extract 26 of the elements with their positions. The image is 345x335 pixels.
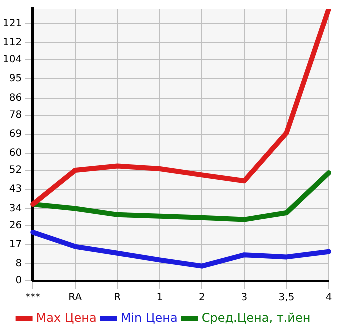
y-tick-label: 34	[9, 203, 22, 214]
y-tick-label: 112	[2, 38, 22, 49]
y-tick-label: 86	[9, 92, 22, 104]
y-tick-label: 104	[2, 54, 22, 66]
x-tick-label: R	[114, 292, 122, 304]
legend-label: Max Цена	[36, 311, 97, 326]
y-tick-label: 95	[9, 74, 22, 85]
x-tick-label: 1	[156, 292, 164, 304]
legend-label: Сред.Цена, т.йен	[202, 311, 311, 326]
y-tick-label: 52	[9, 165, 22, 176]
y-tick-label: 17	[9, 239, 22, 250]
y-tick-label: 78	[9, 110, 22, 121]
y-tick-label: 69	[9, 128, 22, 140]
y-tick-label: 60	[9, 148, 22, 160]
x-tick-label: 3,5	[278, 292, 295, 304]
x-tick-label: 2	[198, 292, 206, 304]
y-tick-label: 43	[9, 184, 22, 196]
x-tick-label: ***	[26, 292, 41, 304]
x-tick-label: 3	[241, 292, 248, 304]
y-tick-label: 121	[2, 18, 22, 30]
x-tick-label: RA	[68, 292, 82, 304]
legend-label: Min Цена	[120, 311, 178, 326]
y-tick-label: 8	[16, 258, 22, 270]
y-tick-label: 26	[9, 220, 22, 232]
x-tick-label: 4	[326, 292, 332, 304]
y-tick-label: 0	[16, 276, 22, 287]
